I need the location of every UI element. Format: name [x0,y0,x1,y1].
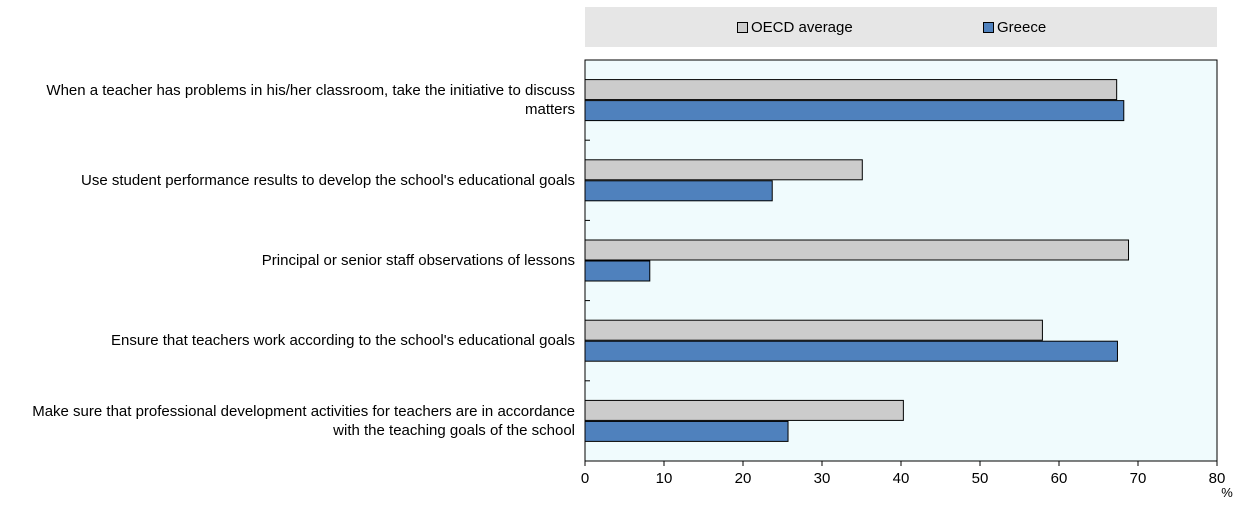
bar-greece-1 [584,180,773,202]
x-tick-label-6: 60 [1051,470,1068,487]
x-axis-unit: % [1221,485,1233,500]
category-label-0: When a teacher has problems in his/her c… [0,81,575,119]
category-label-3: Ensure that teachers work according to t… [0,331,575,350]
x-tick-label-3: 30 [814,470,831,487]
category-label-line: Use student performance results to devel… [81,171,575,189]
x-tick-label-8: 80 [1209,470,1226,487]
category-label-line: with the teaching goals of the school [333,421,575,439]
category-label-line: matters [524,101,575,119]
category-label-4: Make sure that professional development … [0,402,575,440]
bar-oecd-average-1 [584,159,863,181]
x-tick-label-2: 20 [735,470,752,487]
x-tick-label-5: 50 [972,470,989,487]
legend-label-oecd-average: OECD average [751,19,853,36]
legend-item-greece: Greece [983,19,1046,36]
category-label-line: Make sure that professional development … [32,402,575,420]
x-tick-label-7: 70 [1130,470,1147,487]
legend-swatch-oecd-average [737,22,748,33]
category-label-line: Principal or senior staff observations o… [261,252,575,269]
bar-greece-4 [584,420,789,442]
legend: OECD average Greece [585,7,1217,47]
category-label-2: Principal or senior staff observations o… [0,251,575,270]
legend-label-greece: Greece [997,19,1047,36]
bar-oecd-average-0 [584,79,1118,101]
bar-oecd-average-4 [584,399,904,421]
bar-oecd-average-2 [584,239,1130,261]
bar-greece-0 [584,100,1125,122]
category-label-line: When a teacher has problems in his/her c… [46,82,575,100]
category-label-line: Ensure that teachers work according to t… [111,332,575,350]
bar-greece-2 [584,260,651,282]
x-tick-label-1: 10 [656,470,673,487]
bar-greece-3 [584,340,1118,362]
x-tick-label-4: 40 [893,470,910,487]
x-tick-label-0: 0 [581,470,589,487]
legend-item-oecd-average: OECD average [737,19,853,36]
bar-oecd-average-3 [584,319,1043,341]
legend-swatch-greece [983,22,994,33]
category-label-1: Use student performance results to devel… [0,171,575,190]
